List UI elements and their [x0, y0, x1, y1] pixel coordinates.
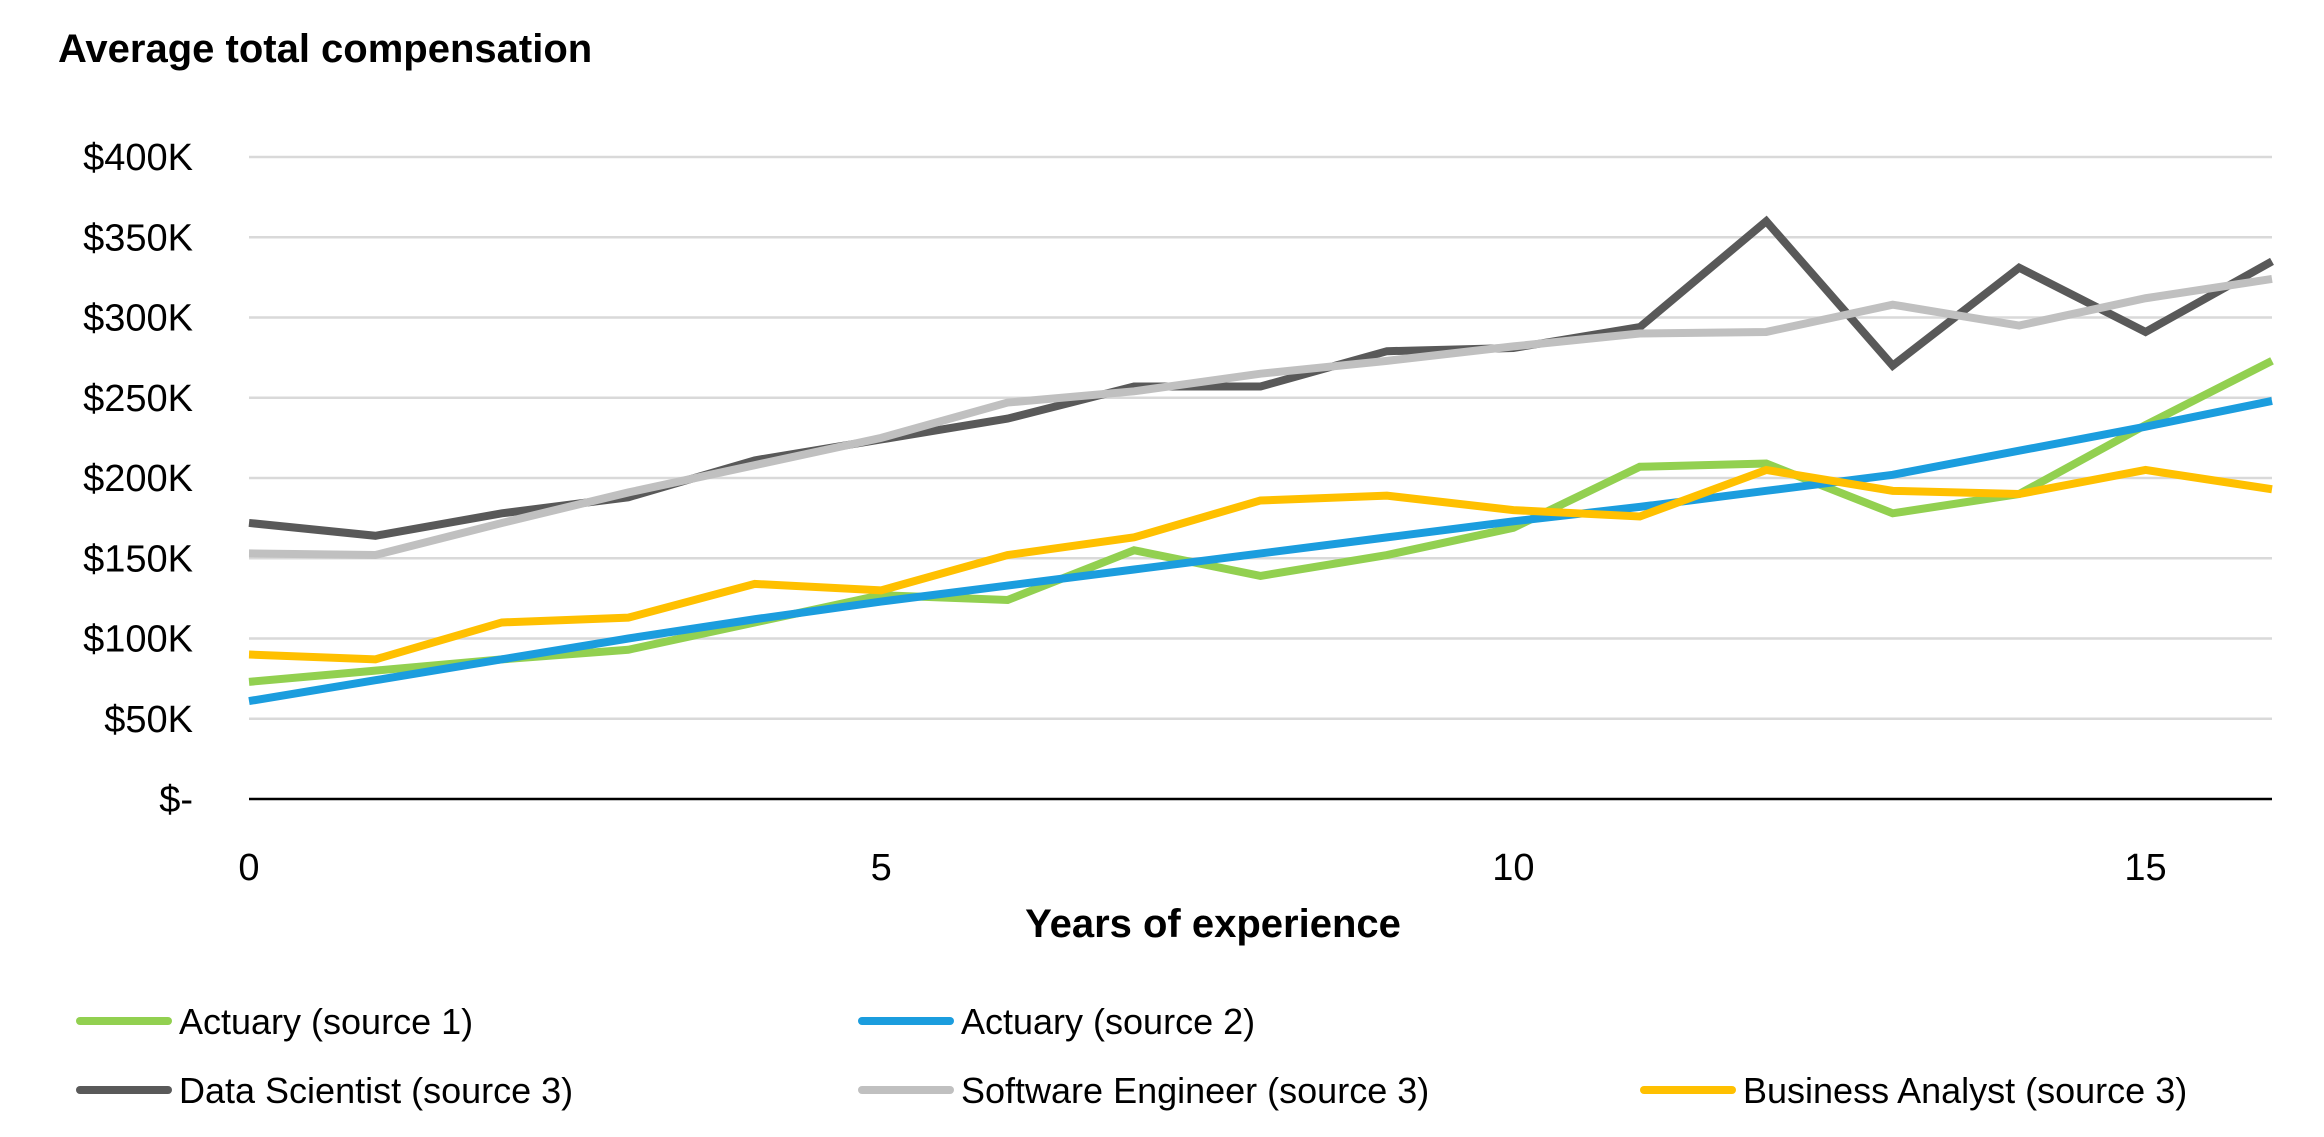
x-tick-label: 0 — [238, 847, 259, 889]
legend-item: Software Engineer (source 3) — [858, 1070, 1429, 1111]
chart-title: Average total compensation — [58, 27, 592, 71]
y-axis-ticks: $- $50K $100K $150K $200K $250K $300K $350K $400… — [83, 137, 193, 821]
y-tick-label: $200K — [83, 458, 193, 500]
x-tick-label: 5 — [871, 847, 892, 889]
y-tick-label: $350K — [83, 217, 193, 259]
series-line — [248, 465, 2273, 664]
y-tick-label: $250K — [83, 378, 193, 420]
x-axis-ticks: 0 5 10 15 — [238, 847, 2166, 889]
series-line — [248, 357, 2274, 686]
legend-label: Data Scientist (source 3) — [179, 1070, 573, 1111]
legend: Actuary (source 1) Actuary (source 2) Data… — [76, 1001, 2187, 1111]
legend-item: Actuary (source 2) — [858, 1001, 1255, 1042]
y-tick-label: $50K — [104, 699, 193, 741]
grid-layer — [249, 155, 2272, 720]
legend-label: Actuary (source 1) — [179, 1001, 473, 1042]
y-tick-label: $150K — [83, 538, 193, 580]
series-layer — [248, 215, 2274, 706]
legend-item: Data Scientist (source 3) — [76, 1070, 573, 1111]
y-tick-label: $400K — [83, 137, 193, 179]
legend-label: Business Analyst (source 3) — [1743, 1070, 2187, 1111]
series-line — [248, 275, 2273, 560]
y-tick-label: $- — [159, 779, 193, 821]
legend-label: Software Engineer (source 3) — [961, 1070, 1429, 1111]
series-line — [248, 215, 2274, 540]
y-tick-label: $100K — [83, 619, 193, 661]
legend-item: Business Analyst (source 3) — [1640, 1070, 2187, 1111]
x-axis-label: Years of experience — [1025, 902, 1401, 946]
series-line — [248, 397, 2273, 706]
x-tick-label: 10 — [1492, 847, 1534, 889]
x-tick-label: 15 — [2124, 847, 2166, 889]
legend-item: Actuary (source 1) — [76, 1001, 473, 1042]
legend-label: Actuary (source 2) — [961, 1001, 1255, 1042]
y-tick-label: $300K — [83, 298, 193, 340]
